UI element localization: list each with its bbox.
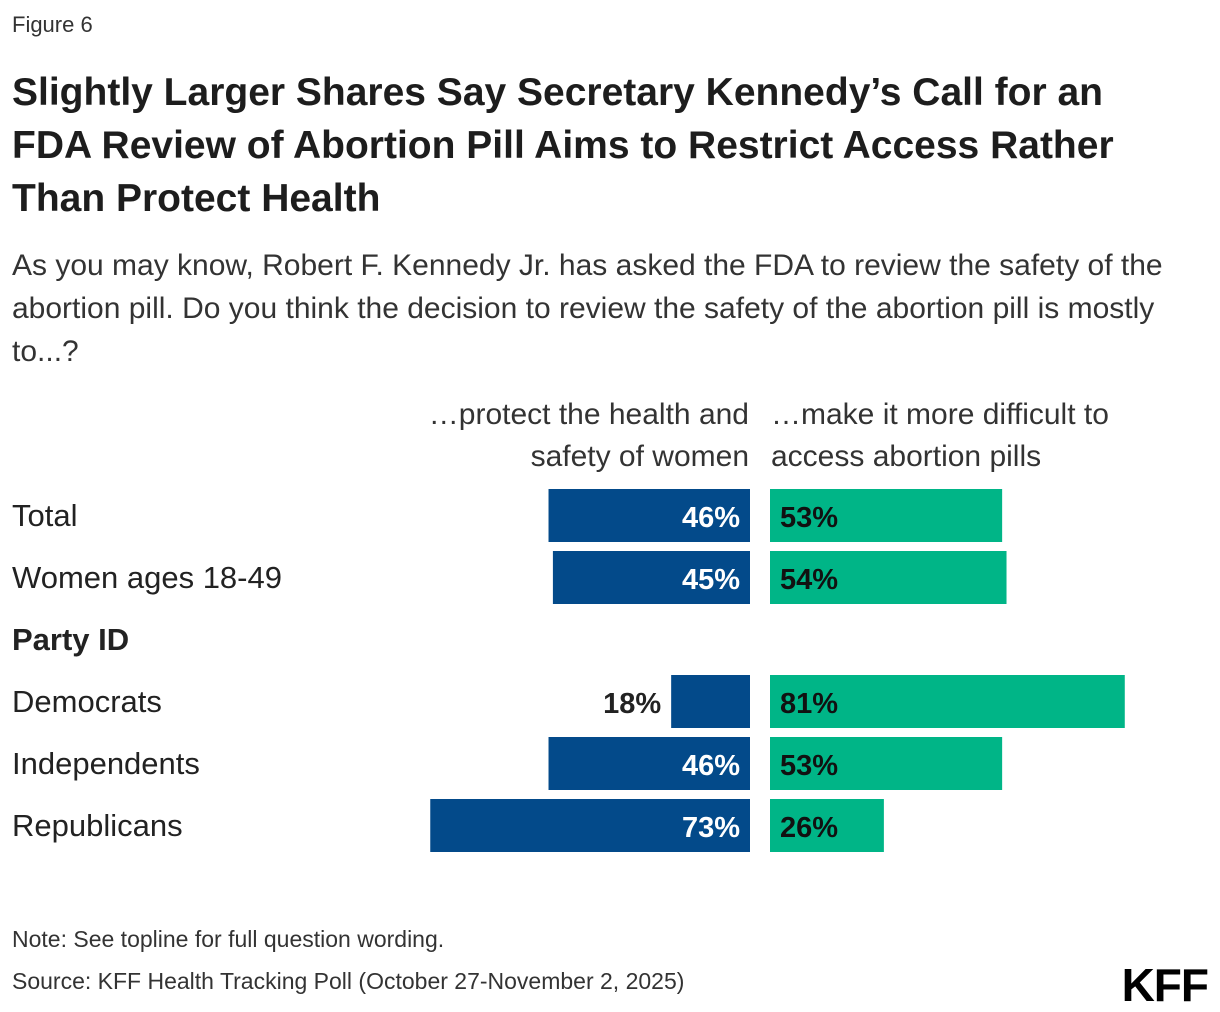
value-label-protect-republicans: 73%	[682, 812, 740, 844]
bar-protect-republicans	[430, 799, 750, 852]
bar-restrict-republicans	[770, 799, 884, 852]
value-label-protect-democrats: 18%	[603, 688, 661, 720]
category-label-republicans: Republicans	[12, 808, 183, 843]
value-label-restrict-republicans: 26%	[780, 812, 838, 844]
bar-protect-total	[548, 489, 750, 542]
category-label-independents: Independents	[12, 746, 200, 781]
legend-restrict: …make it more difficult to access aborti…	[771, 398, 1109, 473]
value-label-restrict-independents: 53%	[780, 750, 838, 782]
category-label-women-ages-18-49: Women ages 18-49	[12, 560, 282, 595]
bar-restrict-democrats	[770, 675, 1125, 728]
value-label-protect-independents: 46%	[682, 750, 740, 782]
kff-logo: KFF	[1121, 959, 1209, 1011]
chart-title: Slightly Larger Shares Say Secretary Ken…	[12, 71, 1114, 220]
value-label-protect-women-ages-18-49: 45%	[682, 564, 740, 596]
note-text: Note: See topline for full question word…	[12, 926, 445, 952]
bar-restrict-total	[770, 489, 1003, 542]
value-label-restrict-women-ages-18-49: 54%	[780, 564, 838, 596]
value-label-restrict-democrats: 81%	[780, 688, 838, 720]
bar-restrict-women-ages-18-49	[770, 551, 1007, 604]
category-label-democrats: Democrats	[12, 684, 162, 719]
group-label-party-id: Party ID	[12, 622, 130, 657]
bar-restrict-independents	[770, 737, 1003, 790]
figure-label: Figure 6	[12, 12, 93, 37]
source-text: Source: KFF Health Tracking Poll (Octobe…	[12, 968, 685, 994]
chart-subtitle: As you may know, Robert F. Kennedy Jr. h…	[12, 249, 1163, 368]
value-label-restrict-total: 53%	[780, 502, 838, 534]
bar-protect-women-ages-18-49	[552, 551, 750, 604]
bar-protect-democrats	[671, 675, 750, 728]
value-label-protect-total: 46%	[682, 502, 740, 534]
category-label-total: Total	[12, 498, 78, 533]
bar-protect-independents	[548, 737, 750, 790]
legend-protect: …protect the health and safety of women	[428, 398, 749, 473]
